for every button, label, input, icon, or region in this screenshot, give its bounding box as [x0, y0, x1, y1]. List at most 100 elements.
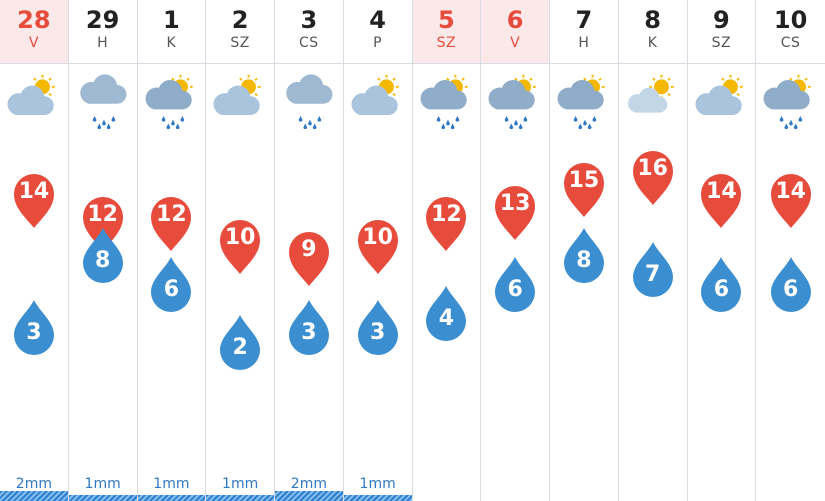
day-date: 3: [300, 6, 318, 34]
day-date: 28: [17, 6, 51, 34]
min-temp-drop: 3: [354, 298, 402, 356]
day-of-week: SZ: [711, 35, 732, 51]
max-temp-value: 10: [362, 225, 393, 250]
mostly-sunny-icon: [626, 70, 681, 130]
max-temp-value: 12: [87, 202, 118, 227]
precipitation-amount: 1mm: [359, 476, 396, 492]
max-temp-value: 15: [568, 167, 600, 193]
precipitation: [688, 467, 756, 501]
day-date: 5: [438, 6, 455, 34]
max-temp-value: 14: [18, 179, 50, 204]
day-header: 10 CS: [756, 0, 825, 64]
day-column[interactable]: 4 P 10 3 1mm: [343, 0, 413, 501]
day-column[interactable]: 29 H 12 8 1mm: [68, 0, 138, 501]
day-of-week: SZ: [230, 35, 250, 51]
max-temp-pin: 14: [10, 170, 58, 230]
sun-shower-icon: [488, 70, 543, 130]
precipitation-amount: 1mm: [84, 476, 121, 492]
sun-shower-icon: [145, 70, 200, 130]
day-column[interactable]: 28 V 14 3 2mm: [0, 0, 69, 501]
precipitation-bar: [137, 495, 206, 501]
max-temp-pin: 14: [767, 170, 815, 230]
min-temp-drop: 4: [422, 284, 470, 342]
max-temp-value: 16: [637, 156, 668, 181]
day-date: 2: [231, 6, 249, 34]
precipitation: 1mm: [343, 467, 412, 501]
partly-sunny-icon: [351, 70, 406, 130]
day-date: 4: [369, 6, 386, 34]
day-of-week: SZ: [436, 35, 457, 51]
precipitation: [550, 467, 618, 501]
max-temp-pin: 10: [216, 216, 264, 276]
precipitation: 1mm: [206, 467, 274, 501]
precipitation: [413, 467, 481, 501]
day-date: 1: [163, 6, 180, 34]
min-temp-drop: 8: [79, 226, 127, 284]
day-column[interactable]: 7 H 15 8: [550, 0, 619, 501]
day-column[interactable]: 1 K 12 6 1mm: [137, 0, 207, 501]
day-date: 9: [713, 6, 730, 34]
min-temp-drop: 3: [285, 298, 333, 356]
day-column[interactable]: 5 SZ 12 4: [412, 0, 482, 501]
partly-sunny-icon: [7, 70, 62, 130]
min-temp-drop: 8: [560, 226, 608, 284]
min-temp-value: 7: [644, 262, 661, 287]
min-temp-value: 8: [94, 247, 111, 273]
precipitation-bar: [68, 495, 137, 501]
day-of-week: K: [647, 35, 658, 51]
day-of-week: K: [166, 35, 177, 51]
min-temp-value: 3: [26, 320, 42, 345]
max-temp-value: 12: [431, 202, 462, 227]
day-of-week: H: [578, 35, 590, 51]
day-of-week: V: [510, 35, 521, 51]
precipitation: [756, 467, 825, 501]
max-temp-value: 14: [706, 179, 737, 204]
precipitation: [619, 467, 687, 501]
max-temp-pin: 13: [491, 182, 539, 242]
max-temp-value: 14: [775, 179, 806, 204]
min-temp-drop: 7: [629, 240, 677, 298]
partly-sunny-icon: [213, 70, 268, 130]
precipitation-amount: 1mm: [153, 476, 190, 492]
min-temp-value: 6: [713, 276, 730, 302]
min-temp-drop: 2: [216, 313, 264, 371]
min-temp-value: 4: [438, 305, 455, 331]
day-column[interactable]: 2 SZ 10 2 1mm: [206, 0, 275, 501]
precipitation: 1mm: [137, 467, 206, 501]
max-temp-pin: 15: [560, 159, 608, 219]
precipitation-bar: [275, 491, 343, 501]
min-temp-drop: 6: [767, 255, 815, 313]
min-temp-value: 2: [232, 334, 248, 360]
precipitation-amount: 2mm: [15, 476, 52, 492]
min-temp-drop: 6: [697, 255, 745, 313]
day-header: 9 SZ: [687, 0, 756, 64]
day-of-week: P: [373, 35, 383, 51]
day-column[interactable]: 3 CS 9 3 2mm: [275, 0, 344, 501]
sun-shower-icon: [420, 70, 475, 130]
min-temp-value: 6: [163, 276, 180, 302]
precipitation-bar: [343, 495, 412, 501]
day-of-week: CS: [780, 35, 801, 51]
min-temp-drop: 6: [491, 255, 539, 313]
day-header: 29 H: [68, 0, 137, 64]
day-of-week: H: [97, 35, 109, 51]
day-column[interactable]: 9 SZ 14 6: [687, 0, 757, 501]
precipitation: 1mm: [68, 467, 137, 501]
day-column[interactable]: 10 CS 14 6: [756, 0, 825, 501]
max-temp-value: 12: [156, 202, 187, 227]
max-temp-value: 10: [224, 225, 256, 250]
day-of-week: V: [28, 35, 39, 51]
max-temp-pin: 16: [629, 147, 677, 207]
min-temp-drop: 6: [147, 255, 195, 313]
precipitation: 2mm: [0, 467, 68, 501]
precipitation: [481, 467, 549, 501]
day-column[interactable]: 6 V 13 6: [481, 0, 550, 501]
min-temp-drop: 3: [10, 298, 58, 356]
max-temp-pin: 10: [354, 216, 402, 276]
day-column[interactable]: 8 K 16 7: [618, 0, 688, 501]
